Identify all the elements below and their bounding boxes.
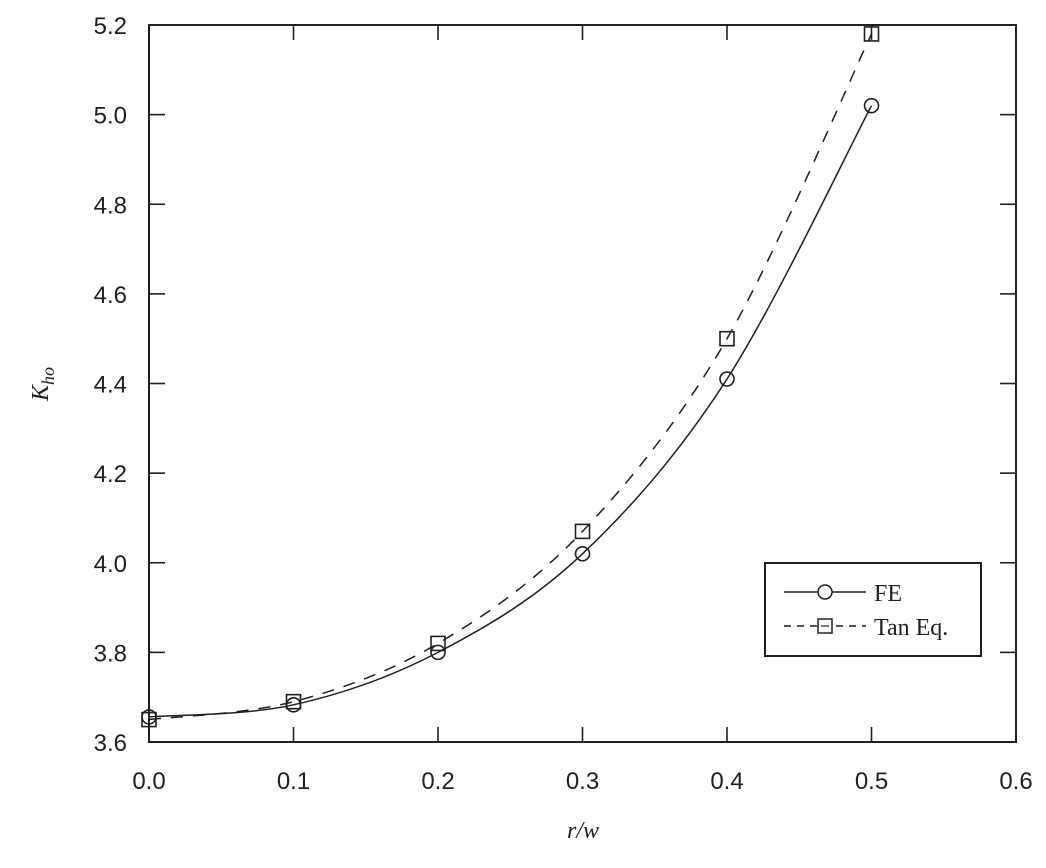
y-tick-label: 5.0 bbox=[94, 103, 127, 130]
y-tick-label: 4.2 bbox=[94, 461, 127, 488]
x-tick-label: 0.2 bbox=[421, 768, 454, 795]
y-tick-label: 3.8 bbox=[94, 640, 127, 667]
square-marker-icon bbox=[285, 693, 302, 710]
x-tick-label: 0.3 bbox=[566, 768, 599, 795]
legend-circle-marker-icon bbox=[817, 584, 833, 600]
y-axis-label-main: K bbox=[28, 383, 54, 402]
legend-label-tan-eq: Tan Eq. bbox=[874, 615, 948, 641]
x-tick-label: 0.1 bbox=[277, 768, 310, 795]
series-tan-eq bbox=[141, 26, 880, 728]
axis-ticks bbox=[149, 25, 1016, 742]
series-fe bbox=[141, 97, 880, 725]
series-line-tan-eq bbox=[148, 33, 873, 721]
y-tick-label: 4.8 bbox=[94, 192, 127, 219]
series-line-fe bbox=[148, 105, 873, 718]
y-tick-label: 4.0 bbox=[94, 551, 127, 578]
circle-marker-icon bbox=[574, 545, 591, 562]
circle-marker-icon bbox=[430, 644, 446, 661]
svg-text:Kho: Kho bbox=[28, 367, 58, 402]
y-tick-label: 3.6 bbox=[94, 730, 127, 757]
square-marker-icon bbox=[863, 26, 880, 42]
x-tick-label: 0.4 bbox=[710, 768, 743, 795]
y-axis-label: Kho bbox=[28, 367, 58, 402]
square-marker-icon bbox=[574, 523, 591, 540]
y-tick-label: 5.2 bbox=[94, 13, 127, 40]
y-axis-label-subscript: ho bbox=[38, 367, 58, 385]
square-marker-icon bbox=[141, 711, 157, 728]
legend-item-fe: FE bbox=[784, 581, 902, 607]
axis-tick-labels: 0.0 0.1 0.2 0.3 0.4 0.5 0.6 3.6 3.8 4.0 4.2 4.4 4.6 4… bbox=[94, 13, 1033, 795]
series-layer bbox=[141, 26, 880, 728]
x-tick-label: 0.6 bbox=[999, 768, 1032, 795]
legend: FE Tan Eq. bbox=[764, 562, 982, 657]
circle-marker-icon bbox=[863, 97, 880, 114]
circle-marker-icon bbox=[719, 371, 735, 387]
square-marker-icon bbox=[719, 330, 735, 347]
x-tick-label: 0.0 bbox=[132, 768, 165, 795]
x-axis-label: r/w bbox=[567, 818, 599, 844]
y-tick-label: 4.6 bbox=[94, 282, 127, 309]
legend-item-tan-eq: Tan Eq. bbox=[784, 615, 948, 641]
y-tick-label: 4.4 bbox=[94, 372, 127, 399]
x-tick-label: 0.5 bbox=[855, 768, 888, 795]
legend-label-fe: FE bbox=[874, 581, 902, 607]
legend-box bbox=[764, 562, 982, 657]
square-marker-icon bbox=[430, 635, 446, 652]
